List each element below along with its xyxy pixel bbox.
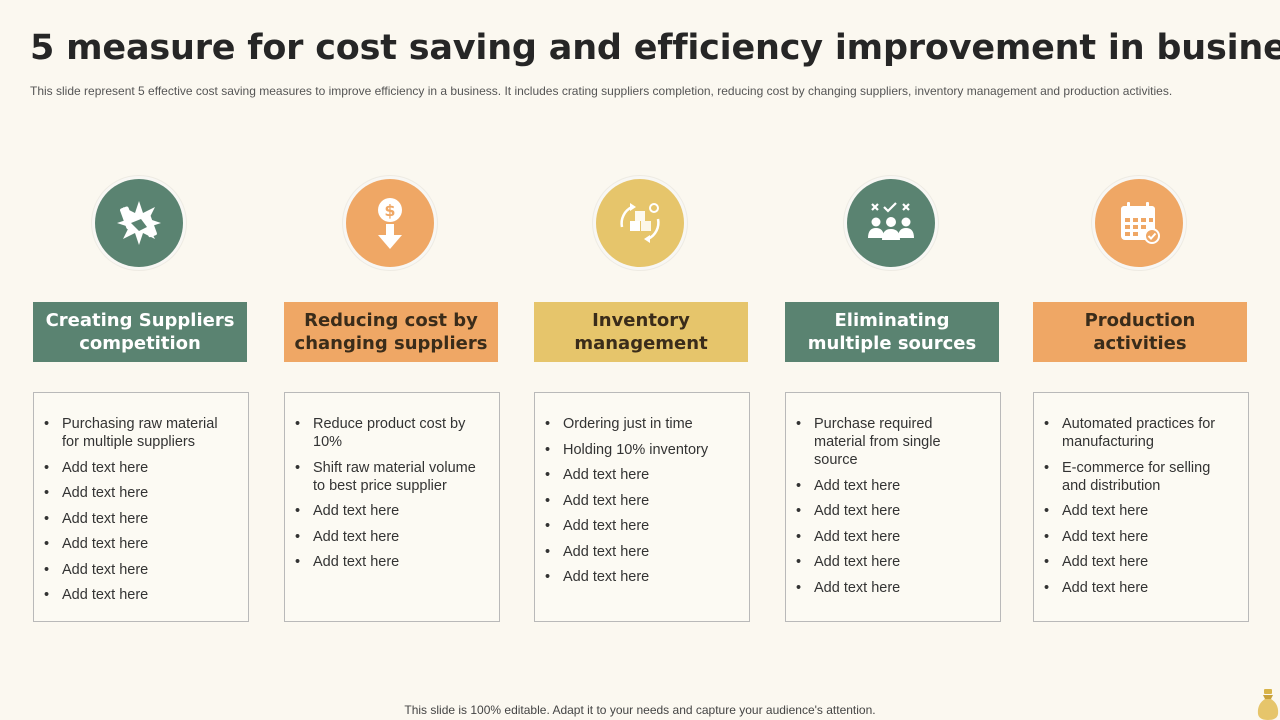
measure-column-eliminating-sources: Eliminating multiple sources Purchase re… [785,0,1001,720]
list-item: Ordering just in time [545,415,735,433]
page-title: 5 measure for cost saving and efficiency… [30,28,1280,68]
list-item: Add text here [545,568,735,586]
boxes-cycle-icon [596,179,684,267]
handshake-burst-icon [95,179,183,267]
list-item: Add text here [545,492,735,510]
list-item: Add text here [1044,579,1234,597]
list-item: Add text here [796,502,986,520]
list-item: Holding 10% inventory [545,441,735,459]
bullet-box: Ordering just in time Holding 10% invent… [534,392,750,622]
column-heading: Creating Suppliers competition [33,302,247,362]
dollar-down-arrow-icon: $ [346,179,434,267]
bullet-box: Reduce product cost by 10% Shift raw mat… [284,392,500,622]
list-item: Add text here [44,586,234,604]
list-item: Shift raw material volume to best price … [295,459,485,495]
list-item: Add text here [1044,502,1234,520]
list-item: E-commerce for selling and distribution [1044,459,1234,495]
list-item: Add text here [295,528,485,546]
measure-column-suppliers-competition: Creating Suppliers competition Purchasin… [33,0,249,720]
column-heading: Reducing cost by changing suppliers [284,302,498,362]
list-item: Add text here [796,528,986,546]
list-item: Purchasing raw material for multiple sup… [44,415,234,451]
list-item: Reduce product cost by 10% [295,415,485,451]
list-item: Add text here [545,466,735,484]
svg-text:$: $ [384,201,395,220]
list-item: Add text here [796,553,986,571]
list-item: Add text here [1044,528,1234,546]
list-item: Purchase required material from single s… [796,415,986,469]
team-selection-icon [847,179,935,267]
column-heading: Eliminating multiple sources [785,302,999,362]
bullet-box: Automated practices for manufacturing E-… [1033,392,1249,622]
list-item: Automated practices for manufacturing [1044,415,1234,451]
list-item: Add text here [295,502,485,520]
bullet-box: Purchasing raw material for multiple sup… [33,392,249,622]
footer-note: This slide is 100% editable. Adapt it to… [404,703,876,717]
measure-column-inventory: Inventory management Ordering just in ti… [534,0,750,720]
list-item: Add text here [796,477,986,495]
list-item: Add text here [44,484,234,502]
list-item: Add text here [796,579,986,597]
list-item: Add text here [44,561,234,579]
list-item: Add text here [44,510,234,528]
measure-column-production: Production activities Automated practice… [1033,0,1249,720]
page-subtitle: This slide represent 5 effective cost sa… [30,84,1173,98]
list-item: Add text here [44,535,234,553]
money-bag-icon [1257,689,1279,720]
list-item: Add text here [1044,553,1234,571]
list-item: Add text here [295,553,485,571]
column-heading: Production activities [1033,302,1247,362]
list-item: Add text here [545,517,735,535]
bullet-box: Purchase required material from single s… [785,392,1001,622]
list-item: Add text here [545,543,735,561]
measure-column-reducing-cost: $ Reducing cost by changing suppliers Re… [284,0,500,720]
calendar-check-icon [1095,179,1183,267]
list-item: Add text here [44,459,234,477]
column-heading: Inventory management [534,302,748,362]
